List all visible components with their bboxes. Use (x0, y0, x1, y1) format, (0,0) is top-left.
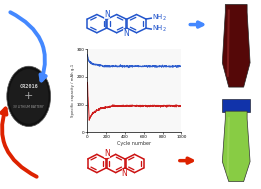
X-axis label: Cycle number: Cycle number (117, 141, 151, 146)
Text: N: N (122, 169, 127, 177)
Text: CR2016: CR2016 (19, 84, 38, 89)
Polygon shape (222, 99, 250, 112)
Polygon shape (222, 5, 250, 87)
Text: N: N (123, 29, 129, 38)
Y-axis label: Specific capacity / mAh g-1: Specific capacity / mAh g-1 (71, 64, 75, 117)
Polygon shape (222, 111, 250, 182)
Circle shape (9, 69, 49, 124)
Text: N: N (104, 149, 110, 158)
Circle shape (7, 66, 51, 127)
Text: NH$_2$: NH$_2$ (152, 24, 167, 34)
Text: N: N (104, 10, 110, 19)
Text: 3V LITHIUM BATTERY: 3V LITHIUM BATTERY (13, 105, 44, 109)
Text: +: + (24, 91, 33, 101)
Text: NH$_2$: NH$_2$ (152, 13, 167, 23)
